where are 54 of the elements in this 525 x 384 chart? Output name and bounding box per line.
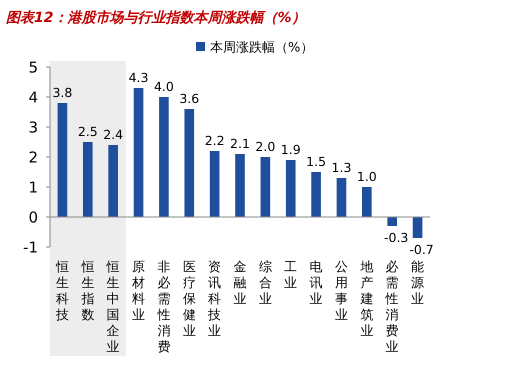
y-tick-label: 2 <box>28 148 38 166</box>
x-tick-label: 恒生指数 <box>80 260 94 323</box>
data-label: 2.4 <box>103 127 124 142</box>
bar <box>412 217 422 238</box>
x-tick-label: 恒生中国企业 <box>106 260 120 355</box>
bar <box>260 157 270 217</box>
data-label: 1.5 <box>306 154 326 169</box>
data-label: 1.3 <box>332 160 352 175</box>
x-tick-label: 资讯科技业 <box>207 260 222 339</box>
x-tick-label: 地产建筑业 <box>359 260 374 339</box>
bar <box>235 154 245 217</box>
bar <box>184 109 194 217</box>
data-label: 3.6 <box>179 91 200 106</box>
bar <box>134 88 144 217</box>
x-tick-label: 公用事业 <box>334 260 348 323</box>
x-tick-label: 金融业 <box>234 260 246 307</box>
bar <box>159 97 169 217</box>
data-label: 4.3 <box>128 70 148 85</box>
data-label: 2.2 <box>204 133 225 148</box>
data-label: 1.0 <box>356 169 377 184</box>
bar <box>387 217 398 226</box>
y-tick-label: 1 <box>28 178 38 196</box>
data-label: 2.0 <box>255 139 276 154</box>
x-tick-label: 医疗保健业 <box>182 260 196 339</box>
bar <box>58 103 68 217</box>
legend-label: 本周涨跌幅（%） <box>210 40 314 56</box>
y-tick-label: 0 <box>28 208 38 226</box>
bar <box>336 178 346 217</box>
y-tick-label: 3 <box>28 118 38 136</box>
x-tick-label: 必需性消费业 <box>384 260 399 355</box>
x-tick-label: 能源业 <box>411 260 424 307</box>
data-label: 2.1 <box>230 136 250 151</box>
chart-title: 图表12：港股市场与行业指数本周涨跌幅（%） <box>6 9 306 26</box>
x-tick-label: 电讯业 <box>310 260 323 307</box>
x-tick-label: 工业 <box>284 260 298 291</box>
bar <box>82 142 93 217</box>
data-label: -0.7 <box>409 242 434 257</box>
data-label: 2.5 <box>78 124 98 139</box>
x-tick-label: 非必需性消费 <box>156 260 170 355</box>
bar <box>362 187 372 217</box>
x-tick-label: 恒生科技 <box>54 260 69 323</box>
data-label: 4.0 <box>154 79 174 94</box>
y-tick-label: -1 <box>23 238 38 256</box>
y-tick-label: 5 <box>28 58 38 76</box>
bar <box>286 160 296 217</box>
data-label: -0.3 <box>384 230 408 245</box>
y-tick-label: 4 <box>28 88 38 106</box>
data-label: 3.8 <box>52 85 72 100</box>
data-label: 1.9 <box>280 142 301 157</box>
bar <box>210 151 220 217</box>
x-tick-label: 综合业 <box>258 260 272 307</box>
x-tick-label: 原材料业 <box>131 260 146 323</box>
bar <box>108 145 118 217</box>
bar <box>311 172 321 217</box>
